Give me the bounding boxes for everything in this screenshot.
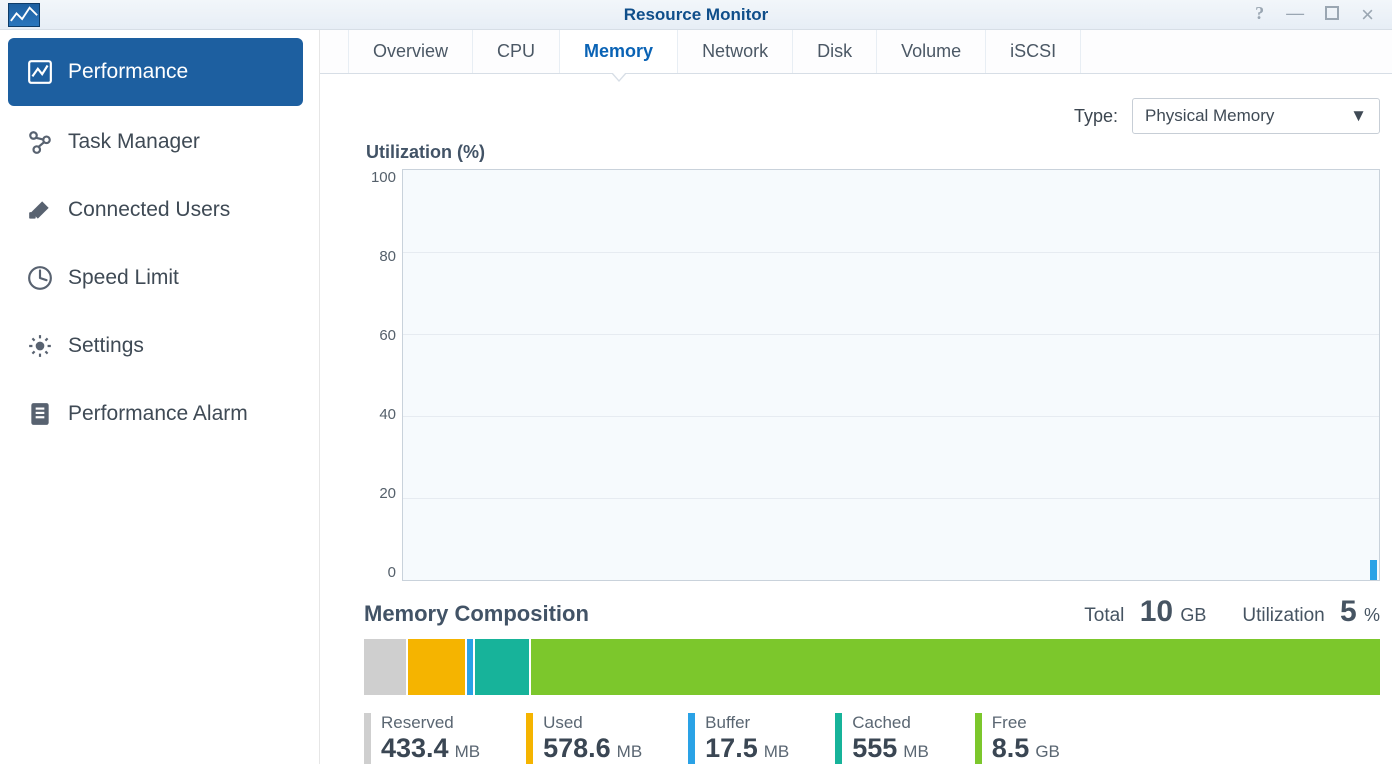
composition-bar xyxy=(364,639,1380,695)
legend-swatch xyxy=(835,713,842,764)
type-select[interactable]: Physical Memory ▼ xyxy=(1132,98,1380,134)
tabs: OverviewCPUMemoryNetworkDiskVolumeiSCSI xyxy=(320,30,1392,74)
composition-segment-used xyxy=(408,639,464,695)
tab-cpu[interactable]: CPU xyxy=(473,30,560,73)
y-tick: 0 xyxy=(388,564,396,581)
sidebar-item-label: Speed Limit xyxy=(68,266,179,290)
legend-item-used: Used578.6 MB xyxy=(526,713,688,764)
y-tick: 60 xyxy=(379,327,396,344)
legend-swatch xyxy=(975,713,982,764)
gridline xyxy=(403,334,1379,335)
connected-users-icon xyxy=(26,196,54,224)
legend-unit: MB xyxy=(764,742,790,762)
titlebar: Resource Monitor ? — × xyxy=(0,0,1392,30)
utilization-chart: Utilization (%) 100 80 60 40 20 0 xyxy=(320,142,1392,581)
app-icon xyxy=(8,3,40,27)
settings-icon xyxy=(26,332,54,360)
type-select-value: Physical Memory xyxy=(1145,106,1274,126)
tab-disk[interactable]: Disk xyxy=(793,30,877,73)
legend-unit: GB xyxy=(1035,742,1060,762)
memory-composition: Memory Composition Total 10 GB Utilizati… xyxy=(320,581,1392,764)
tab-volume[interactable]: Volume xyxy=(877,30,986,73)
legend-value: 578.6 xyxy=(543,733,611,764)
legend-item-reserved: Reserved433.4 MB xyxy=(364,713,526,764)
legend-label: Free xyxy=(992,713,1060,733)
tab-memory[interactable]: Memory xyxy=(560,30,678,73)
sidebar-item-settings[interactable]: Settings xyxy=(8,312,309,380)
chevron-down-icon: ▼ xyxy=(1350,106,1367,126)
composition-legend: Reserved433.4MBUsed578.6MBBuffer17.5MBCa… xyxy=(364,713,1380,764)
legend-item-free: Free8.5GB xyxy=(975,713,1106,764)
y-tick: 80 xyxy=(379,248,396,265)
legend-label: Buffer xyxy=(705,713,789,733)
maximize-icon[interactable] xyxy=(1325,6,1339,20)
legend-value: 555 xyxy=(852,733,897,764)
y-axis: 100 80 60 40 20 0 xyxy=(360,169,402,581)
legend-value: 17.5 xyxy=(705,733,758,764)
sidebar-item-speed-limit[interactable]: Speed Limit xyxy=(8,244,309,312)
sidebar-item-performance-alarm[interactable]: Performance Alarm xyxy=(8,380,309,448)
sidebar-item-label: Task Manager xyxy=(68,130,200,154)
type-label: Type: xyxy=(1074,106,1118,127)
chart-title: Utilization (%) xyxy=(366,142,1380,163)
tab-overview[interactable]: Overview xyxy=(348,30,473,73)
utilization-metric: Utilization 5 % xyxy=(1242,595,1380,629)
sidebar-item-task-manager[interactable]: Task Manager xyxy=(8,108,309,176)
legend-swatch xyxy=(688,713,695,764)
task-manager-icon xyxy=(26,128,54,156)
gridline xyxy=(403,498,1379,499)
gridline xyxy=(403,416,1379,417)
legend-swatch xyxy=(364,713,371,764)
performance-alarm-icon xyxy=(26,400,54,428)
sidebar-item-label: Connected Users xyxy=(68,198,230,222)
composition-segment-free xyxy=(531,639,1380,695)
help-icon[interactable]: ? xyxy=(1255,4,1264,26)
legend-label: Reserved xyxy=(381,713,480,733)
legend-value: 433.4 xyxy=(381,733,449,764)
window-title: Resource Monitor xyxy=(624,5,769,25)
tab-iscsi[interactable]: iSCSI xyxy=(986,30,1081,73)
sidebar: Performance Task Manager Connected Users Sp… xyxy=(0,30,320,764)
chart-last-bar xyxy=(1370,560,1377,581)
sidebar-item-label: Settings xyxy=(68,334,144,358)
chart-plot xyxy=(402,169,1380,581)
y-tick: 40 xyxy=(379,406,396,423)
composition-segment-buffer xyxy=(467,639,473,695)
performance-icon xyxy=(26,58,54,86)
legend-value: 8.5 xyxy=(992,733,1030,764)
composition-segment-cached xyxy=(475,639,529,695)
sidebar-item-performance[interactable]: Performance xyxy=(8,38,303,106)
type-row: Type: Physical Memory ▼ xyxy=(320,74,1392,142)
total-metric: Total 10 GB xyxy=(1084,595,1206,629)
y-tick: 20 xyxy=(379,485,396,502)
content: OverviewCPUMemoryNetworkDiskVolumeiSCSI … xyxy=(320,30,1392,764)
legend-label: Used xyxy=(543,713,642,733)
sidebar-item-label: Performance Alarm xyxy=(68,402,248,426)
sidebar-item-label: Performance xyxy=(68,60,188,84)
legend-swatch xyxy=(526,713,533,764)
sidebar-item-connected-users[interactable]: Connected Users xyxy=(8,176,309,244)
legend-item-buffer: Buffer17.5 MB xyxy=(688,713,835,764)
y-tick: 100 xyxy=(371,169,396,186)
legend-unit: MB xyxy=(903,742,929,762)
legend-label: Cached xyxy=(852,713,929,733)
legend-unit: MB xyxy=(455,742,481,762)
composition-title: Memory Composition xyxy=(364,601,589,627)
minimize-icon[interactable]: — xyxy=(1286,4,1303,26)
composition-segment-reserved xyxy=(364,639,406,695)
tab-network[interactable]: Network xyxy=(678,30,793,73)
gridline xyxy=(403,252,1379,253)
legend-unit: MB xyxy=(617,742,643,762)
speed-limit-icon xyxy=(26,264,54,292)
legend-item-cached: Cached555 MB xyxy=(835,713,975,764)
close-icon[interactable]: × xyxy=(1361,4,1374,26)
